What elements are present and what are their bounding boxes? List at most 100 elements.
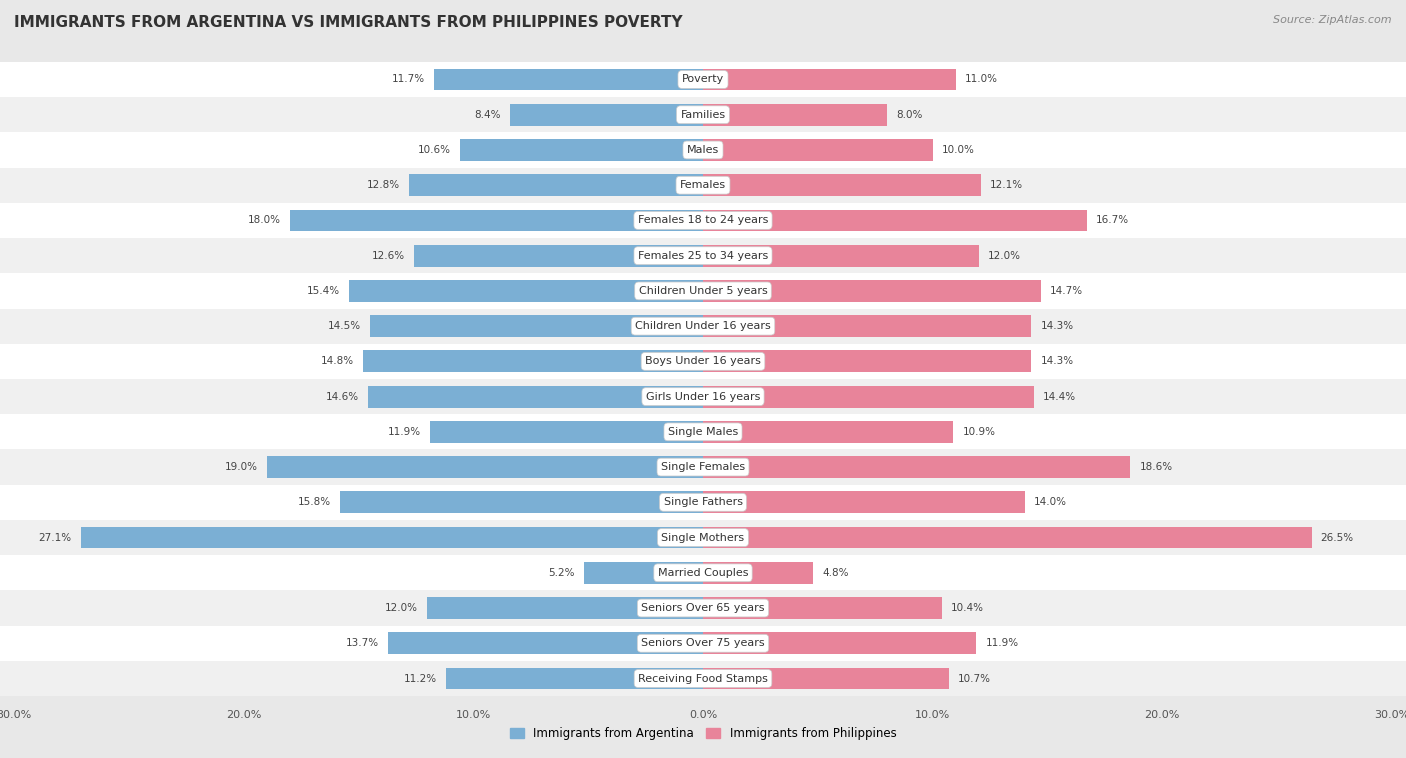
Text: Males: Males xyxy=(688,145,718,155)
Bar xyxy=(340,491,703,513)
Bar xyxy=(80,527,703,549)
Text: 15.8%: 15.8% xyxy=(298,497,330,507)
Bar xyxy=(0,133,1406,168)
Text: Source: ZipAtlas.com: Source: ZipAtlas.com xyxy=(1274,15,1392,25)
Bar xyxy=(703,68,956,90)
Text: Females 18 to 24 years: Females 18 to 24 years xyxy=(638,215,768,225)
Bar xyxy=(0,344,1406,379)
Bar xyxy=(703,421,953,443)
Text: 11.0%: 11.0% xyxy=(965,74,998,84)
Bar xyxy=(388,632,703,654)
Text: IMMIGRANTS FROM ARGENTINA VS IMMIGRANTS FROM PHILIPPINES POVERTY: IMMIGRANTS FROM ARGENTINA VS IMMIGRANTS … xyxy=(14,15,683,30)
Text: 14.6%: 14.6% xyxy=(325,392,359,402)
Text: 12.8%: 12.8% xyxy=(367,180,399,190)
Text: 8.4%: 8.4% xyxy=(474,110,501,120)
Bar xyxy=(0,97,1406,133)
Text: 5.2%: 5.2% xyxy=(548,568,575,578)
Text: Seniors Over 65 years: Seniors Over 65 years xyxy=(641,603,765,613)
Bar xyxy=(703,668,949,690)
Text: Families: Families xyxy=(681,110,725,120)
Text: 11.9%: 11.9% xyxy=(986,638,1018,648)
Bar xyxy=(583,562,703,584)
Bar xyxy=(703,456,1130,478)
Text: Children Under 16 years: Children Under 16 years xyxy=(636,321,770,331)
Bar xyxy=(0,203,1406,238)
Text: 12.6%: 12.6% xyxy=(371,251,405,261)
Text: 14.3%: 14.3% xyxy=(1040,321,1074,331)
Bar xyxy=(0,520,1406,555)
Bar xyxy=(0,62,1406,97)
Bar xyxy=(703,209,1087,231)
Text: 14.8%: 14.8% xyxy=(321,356,354,366)
Bar xyxy=(427,597,703,619)
Text: Single Mothers: Single Mothers xyxy=(661,533,745,543)
Text: 14.7%: 14.7% xyxy=(1050,286,1083,296)
Bar xyxy=(703,597,942,619)
Text: 12.0%: 12.0% xyxy=(385,603,418,613)
Text: Receiving Food Stamps: Receiving Food Stamps xyxy=(638,674,768,684)
Bar xyxy=(0,238,1406,274)
Bar xyxy=(0,590,1406,625)
Text: Single Females: Single Females xyxy=(661,462,745,472)
Bar xyxy=(703,315,1032,337)
Text: Poverty: Poverty xyxy=(682,74,724,84)
Text: 12.0%: 12.0% xyxy=(988,251,1021,261)
Bar xyxy=(703,280,1040,302)
Bar xyxy=(703,632,976,654)
Text: Girls Under 16 years: Girls Under 16 years xyxy=(645,392,761,402)
Text: 15.4%: 15.4% xyxy=(307,286,340,296)
Text: Females: Females xyxy=(681,180,725,190)
Bar xyxy=(0,625,1406,661)
Bar xyxy=(703,104,887,126)
Text: 14.4%: 14.4% xyxy=(1043,392,1076,402)
Text: 14.5%: 14.5% xyxy=(328,321,361,331)
Bar xyxy=(434,68,703,90)
Bar xyxy=(0,274,1406,309)
Bar xyxy=(703,245,979,267)
Text: Single Fathers: Single Fathers xyxy=(664,497,742,507)
Text: 8.0%: 8.0% xyxy=(896,110,922,120)
Bar xyxy=(363,350,703,372)
Bar xyxy=(703,386,1033,408)
Text: 14.3%: 14.3% xyxy=(1040,356,1074,366)
Bar xyxy=(368,386,703,408)
Bar xyxy=(703,491,1025,513)
Text: Single Males: Single Males xyxy=(668,427,738,437)
Text: 10.0%: 10.0% xyxy=(942,145,974,155)
Bar xyxy=(703,139,932,161)
Text: 10.6%: 10.6% xyxy=(418,145,450,155)
Bar xyxy=(446,668,703,690)
Bar xyxy=(0,661,1406,696)
Text: Boys Under 16 years: Boys Under 16 years xyxy=(645,356,761,366)
Bar xyxy=(510,104,703,126)
Text: 12.1%: 12.1% xyxy=(990,180,1024,190)
Text: Females 25 to 34 years: Females 25 to 34 years xyxy=(638,251,768,261)
Text: 4.8%: 4.8% xyxy=(823,568,849,578)
Bar xyxy=(703,350,1032,372)
Bar xyxy=(0,414,1406,449)
Text: 18.6%: 18.6% xyxy=(1139,462,1173,472)
Text: Seniors Over 75 years: Seniors Over 75 years xyxy=(641,638,765,648)
Text: 19.0%: 19.0% xyxy=(225,462,257,472)
Bar xyxy=(349,280,703,302)
Legend: Immigrants from Argentina, Immigrants from Philippines: Immigrants from Argentina, Immigrants fr… xyxy=(505,722,901,744)
Bar xyxy=(430,421,703,443)
Text: 11.7%: 11.7% xyxy=(392,74,425,84)
Bar xyxy=(370,315,703,337)
Bar xyxy=(0,449,1406,484)
Text: 26.5%: 26.5% xyxy=(1320,533,1354,543)
Text: 18.0%: 18.0% xyxy=(247,215,280,225)
Text: 16.7%: 16.7% xyxy=(1095,215,1129,225)
Text: 14.0%: 14.0% xyxy=(1033,497,1067,507)
Text: 27.1%: 27.1% xyxy=(38,533,72,543)
Text: 11.9%: 11.9% xyxy=(388,427,420,437)
Text: 11.2%: 11.2% xyxy=(404,674,437,684)
Text: Children Under 5 years: Children Under 5 years xyxy=(638,286,768,296)
Bar xyxy=(460,139,703,161)
Bar xyxy=(409,174,703,196)
Bar xyxy=(0,379,1406,414)
Text: 10.9%: 10.9% xyxy=(963,427,995,437)
Bar xyxy=(703,174,981,196)
Bar xyxy=(703,562,813,584)
Text: 13.7%: 13.7% xyxy=(346,638,380,648)
